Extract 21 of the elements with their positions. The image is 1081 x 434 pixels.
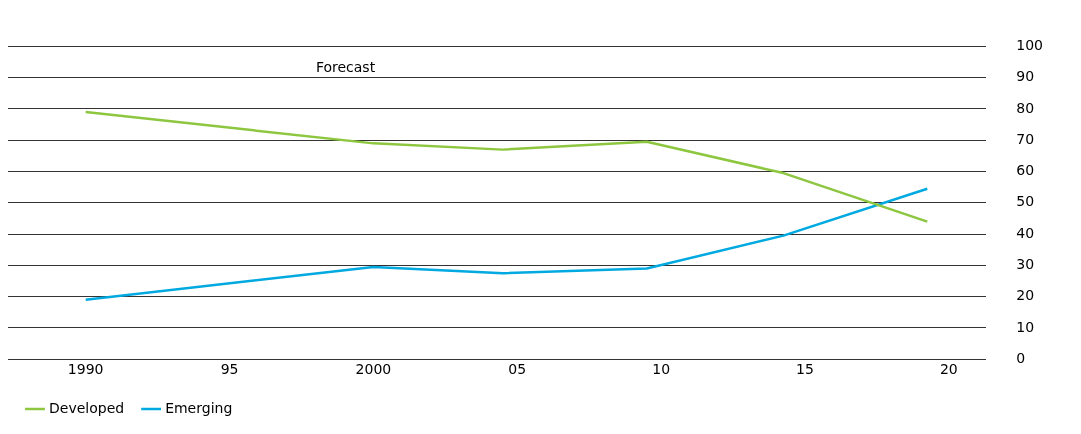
y-tick-label: 100 — [1016, 37, 1044, 54]
y-tick-label: 60 — [1016, 162, 1035, 179]
x-tick-label: 20 — [939, 361, 958, 378]
x-tick-label: 05 — [508, 361, 527, 378]
y-tick-label: 80 — [1016, 99, 1035, 116]
y-tick-label: 20 — [1016, 287, 1035, 304]
x-tick-label: 15 — [796, 361, 814, 378]
y-tick-label: 0 — [1016, 349, 1026, 366]
y-tick-label: 70 — [1016, 130, 1035, 147]
x-tick-label: 10 — [652, 361, 671, 378]
y-tick-label: 50 — [1016, 193, 1035, 210]
legend-label: Developed — [49, 399, 125, 416]
y-tick-label: 10 — [1016, 318, 1035, 335]
x-tick-label: 2000 — [355, 361, 392, 378]
y-tick-label: 90 — [1016, 68, 1035, 85]
x-tick-label: 1990 — [67, 361, 104, 378]
y-tick-label: 40 — [1016, 224, 1035, 241]
x-tick-label: 95 — [220, 361, 239, 378]
legend-label: Emerging — [165, 399, 233, 416]
annotation: Forecast — [315, 59, 376, 76]
y-tick-label: 30 — [1016, 256, 1035, 272]
